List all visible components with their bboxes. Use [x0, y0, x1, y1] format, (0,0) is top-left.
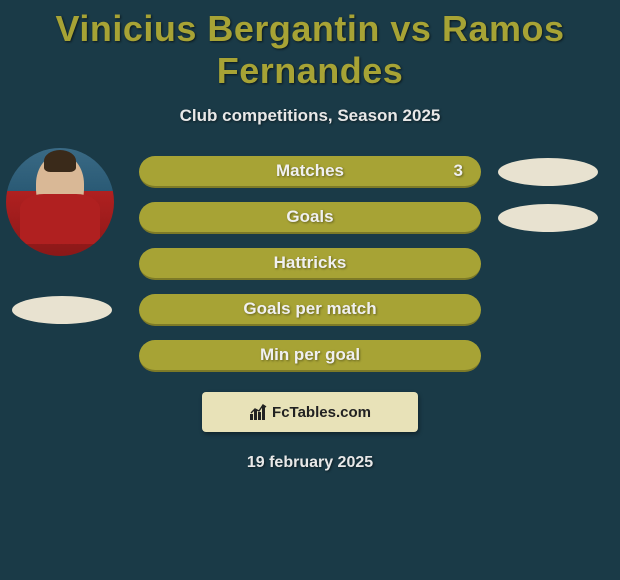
footer-logo: FcTables.com: [202, 392, 418, 432]
stat-row: Matches 3: [0, 156, 620, 188]
left-badge: [12, 296, 112, 324]
date-label: 19 february 2025: [0, 454, 620, 472]
stat-label: Goals per match: [243, 299, 376, 319]
stat-pill: Goals: [139, 202, 481, 234]
stat-pill: Hattricks: [139, 248, 481, 280]
stat-rows: Matches 3 Goals Hattricks Goals per match Min…: [0, 156, 620, 372]
stat-label: Hattricks: [274, 253, 347, 273]
page-title: Vinicius Bergantin vs Ramos Fernandes: [0, 0, 620, 92]
right-badge: [498, 158, 598, 186]
stat-pill: Goals per match: [139, 294, 481, 326]
stat-row: Goals: [0, 202, 620, 234]
stat-row: Min per goal: [0, 340, 620, 372]
stat-label: Goals: [286, 207, 333, 227]
bar-chart-icon: [249, 403, 269, 421]
stat-row: Goals per match: [0, 294, 620, 326]
stat-label: Matches: [276, 161, 344, 181]
stat-row: Hattricks: [0, 248, 620, 280]
right-badge: [498, 204, 598, 232]
stat-pill: Min per goal: [139, 340, 481, 372]
stat-pill: Matches 3: [139, 156, 481, 188]
subtitle: Club competitions, Season 2025: [0, 106, 620, 126]
stat-label: Min per goal: [260, 345, 360, 365]
footer-text: FcTables.com: [272, 404, 371, 421]
stat-right-value: 3: [454, 161, 463, 181]
